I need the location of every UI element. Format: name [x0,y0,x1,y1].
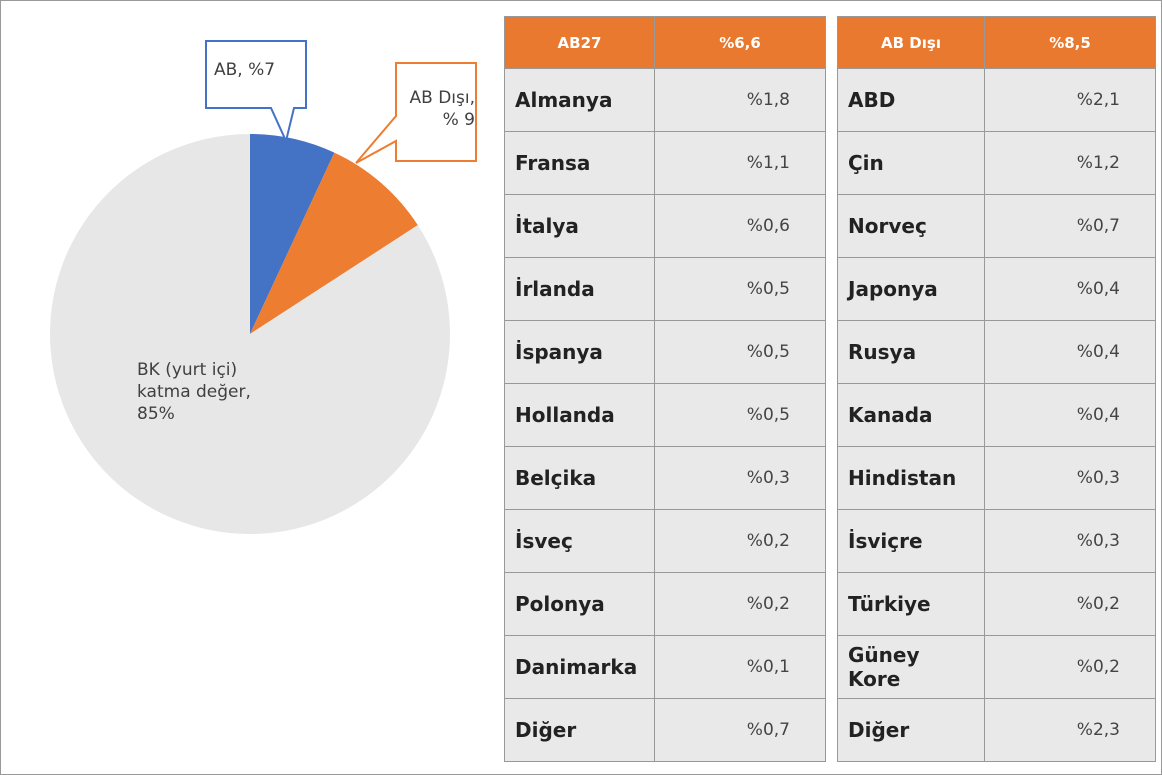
country-cell: Fransa [504,131,655,195]
row: İsviçre %0,3 [837,509,1156,573]
callout [205,40,307,145]
header-row: AB Dışı %8,5 [837,16,1156,69]
header-cell: AB Dışı [837,16,985,69]
row: İspanya %0,5 [504,320,826,384]
row: Kanada %0,4 [837,383,1156,447]
value-cell: %0,3 [984,446,1156,510]
row: Fransa %1,1 [504,131,826,195]
pie-slice [250,134,335,334]
country-cell: İrlanda [504,257,655,321]
country-cell: Türkiye [837,572,985,636]
row: ABD %2,1 [837,68,1156,132]
table: AB Dışı %8,5 ABD %2,1 Çin %1,2 Norveç %0,7 Japon… [837,16,1156,762]
country-cell: Diğer [504,698,655,762]
country-cell: İsviçre [837,509,985,573]
country-cell: Kanada [837,383,985,447]
value-cell: %0,5 [654,257,826,321]
data-label: BK (yurt içi) katma değer, 85% [137,360,251,424]
pie-slice [49,134,450,534]
country-cell: Rusya [837,320,985,384]
country-cell: Güney Kore [837,635,985,699]
value-cell: %0,3 [984,509,1156,573]
row: Norveç %0,7 [837,194,1156,258]
country-cell: Norveç [837,194,985,258]
country-cell: Belçika [504,446,655,510]
row: Belçika %0,3 [504,446,826,510]
row: Rusya %0,4 [837,320,1156,384]
value-cell: %0,4 [984,257,1156,321]
value-cell: %0,5 [654,320,826,384]
value-cell: %0,1 [654,635,826,699]
header-cell: %8,5 [984,16,1156,69]
country-cell: İsveç [504,509,655,573]
country-cell: Hollanda [504,383,655,447]
value-cell: %0,6 [654,194,826,258]
value-cell: %0,2 [984,572,1156,636]
value-cell: %0,5 [654,383,826,447]
row: İsveç %0,2 [504,509,826,573]
row: Danimarka %0,1 [504,635,826,699]
value-cell: %2,1 [984,68,1156,132]
value-cell: %1,8 [654,68,826,132]
callout [355,62,477,164]
row: Güney Kore %0,2 [837,635,1156,699]
pie-slice [250,152,418,334]
row: Hollanda %0,5 [504,383,826,447]
row: Japonya %0,4 [837,257,1156,321]
country-cell: Japonya [837,257,985,321]
country-cell: Polonya [504,572,655,636]
value-cell: %0,3 [654,446,826,510]
row: Çin %1,2 [837,131,1156,195]
country-cell: Hindistan [837,446,985,510]
row: Almanya %1,8 [504,68,826,132]
row: Polonya %0,2 [504,572,826,636]
table: AB27 %6,6 Almanya %1,8 Fransa %1,1 İtalya %0,6 İ… [504,16,826,762]
value-cell: %0,2 [654,509,826,573]
value-cell: %2,3 [984,698,1156,762]
row: Türkiye %0,2 [837,572,1156,636]
value-cell: %1,1 [654,131,826,195]
country-cell: Danimarka [504,635,655,699]
country-cell: İtalya [504,194,655,258]
row: Diğer %2,3 [837,698,1156,762]
row: Diğer %0,7 [504,698,826,762]
row: Hindistan %0,3 [837,446,1156,510]
data-label: AB Dışı, % 9 [409,88,476,130]
country-cell: İspanya [504,320,655,384]
value-cell: %0,4 [984,320,1156,384]
header-row: AB27 %6,6 [504,16,826,69]
data-label: AB, %7 [214,60,276,80]
value-cell: %0,7 [654,698,826,762]
country-cell: Çin [837,131,985,195]
country-cell: Almanya [504,68,655,132]
header-cell: AB27 [504,16,655,69]
country-cell: Diğer [837,698,985,762]
row: İtalya %0,6 [504,194,826,258]
value-cell: %0,2 [984,635,1156,699]
header-cell: %6,6 [654,16,826,69]
value-cell: %1,2 [984,131,1156,195]
row: İrlanda %0,5 [504,257,826,321]
country-cell: ABD [837,68,985,132]
value-cell: %0,4 [984,383,1156,447]
value-cell: %0,7 [984,194,1156,258]
value-cell: %0,2 [654,572,826,636]
